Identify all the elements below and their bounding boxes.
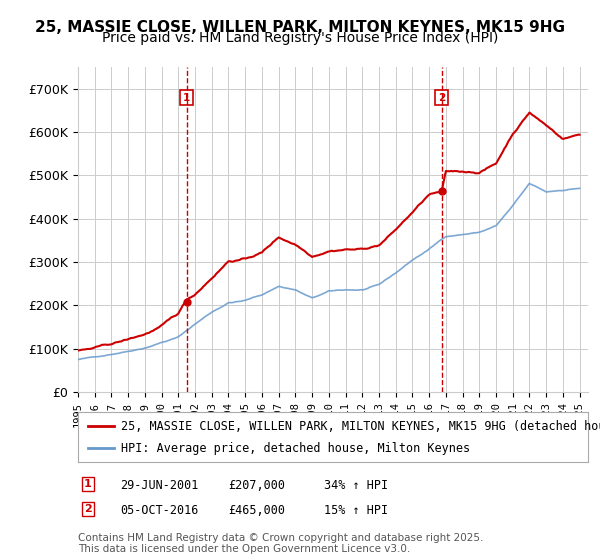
Text: Price paid vs. HM Land Registry's House Price Index (HPI): Price paid vs. HM Land Registry's House … <box>102 31 498 45</box>
Text: 2: 2 <box>438 92 445 102</box>
Text: 25, MASSIE CLOSE, WILLEN PARK, MILTON KEYNES, MK15 9HG: 25, MASSIE CLOSE, WILLEN PARK, MILTON KE… <box>35 20 565 35</box>
Text: 34% ↑ HPI: 34% ↑ HPI <box>324 479 388 492</box>
Text: Contains HM Land Registry data © Crown copyright and database right 2025.
This d: Contains HM Land Registry data © Crown c… <box>78 533 484 554</box>
Text: £465,000: £465,000 <box>228 504 285 517</box>
Text: 1: 1 <box>183 92 190 102</box>
Text: HPI: Average price, detached house, Milton Keynes: HPI: Average price, detached house, Milt… <box>121 442 470 455</box>
Text: 15% ↑ HPI: 15% ↑ HPI <box>324 504 388 517</box>
Text: 2: 2 <box>84 504 92 514</box>
Text: 05-OCT-2016: 05-OCT-2016 <box>120 504 199 517</box>
Text: £207,000: £207,000 <box>228 479 285 492</box>
Text: 25, MASSIE CLOSE, WILLEN PARK, MILTON KEYNES, MK15 9HG (detached house): 25, MASSIE CLOSE, WILLEN PARK, MILTON KE… <box>121 420 600 433</box>
Text: 1: 1 <box>84 479 92 489</box>
Text: 29-JUN-2001: 29-JUN-2001 <box>120 479 199 492</box>
